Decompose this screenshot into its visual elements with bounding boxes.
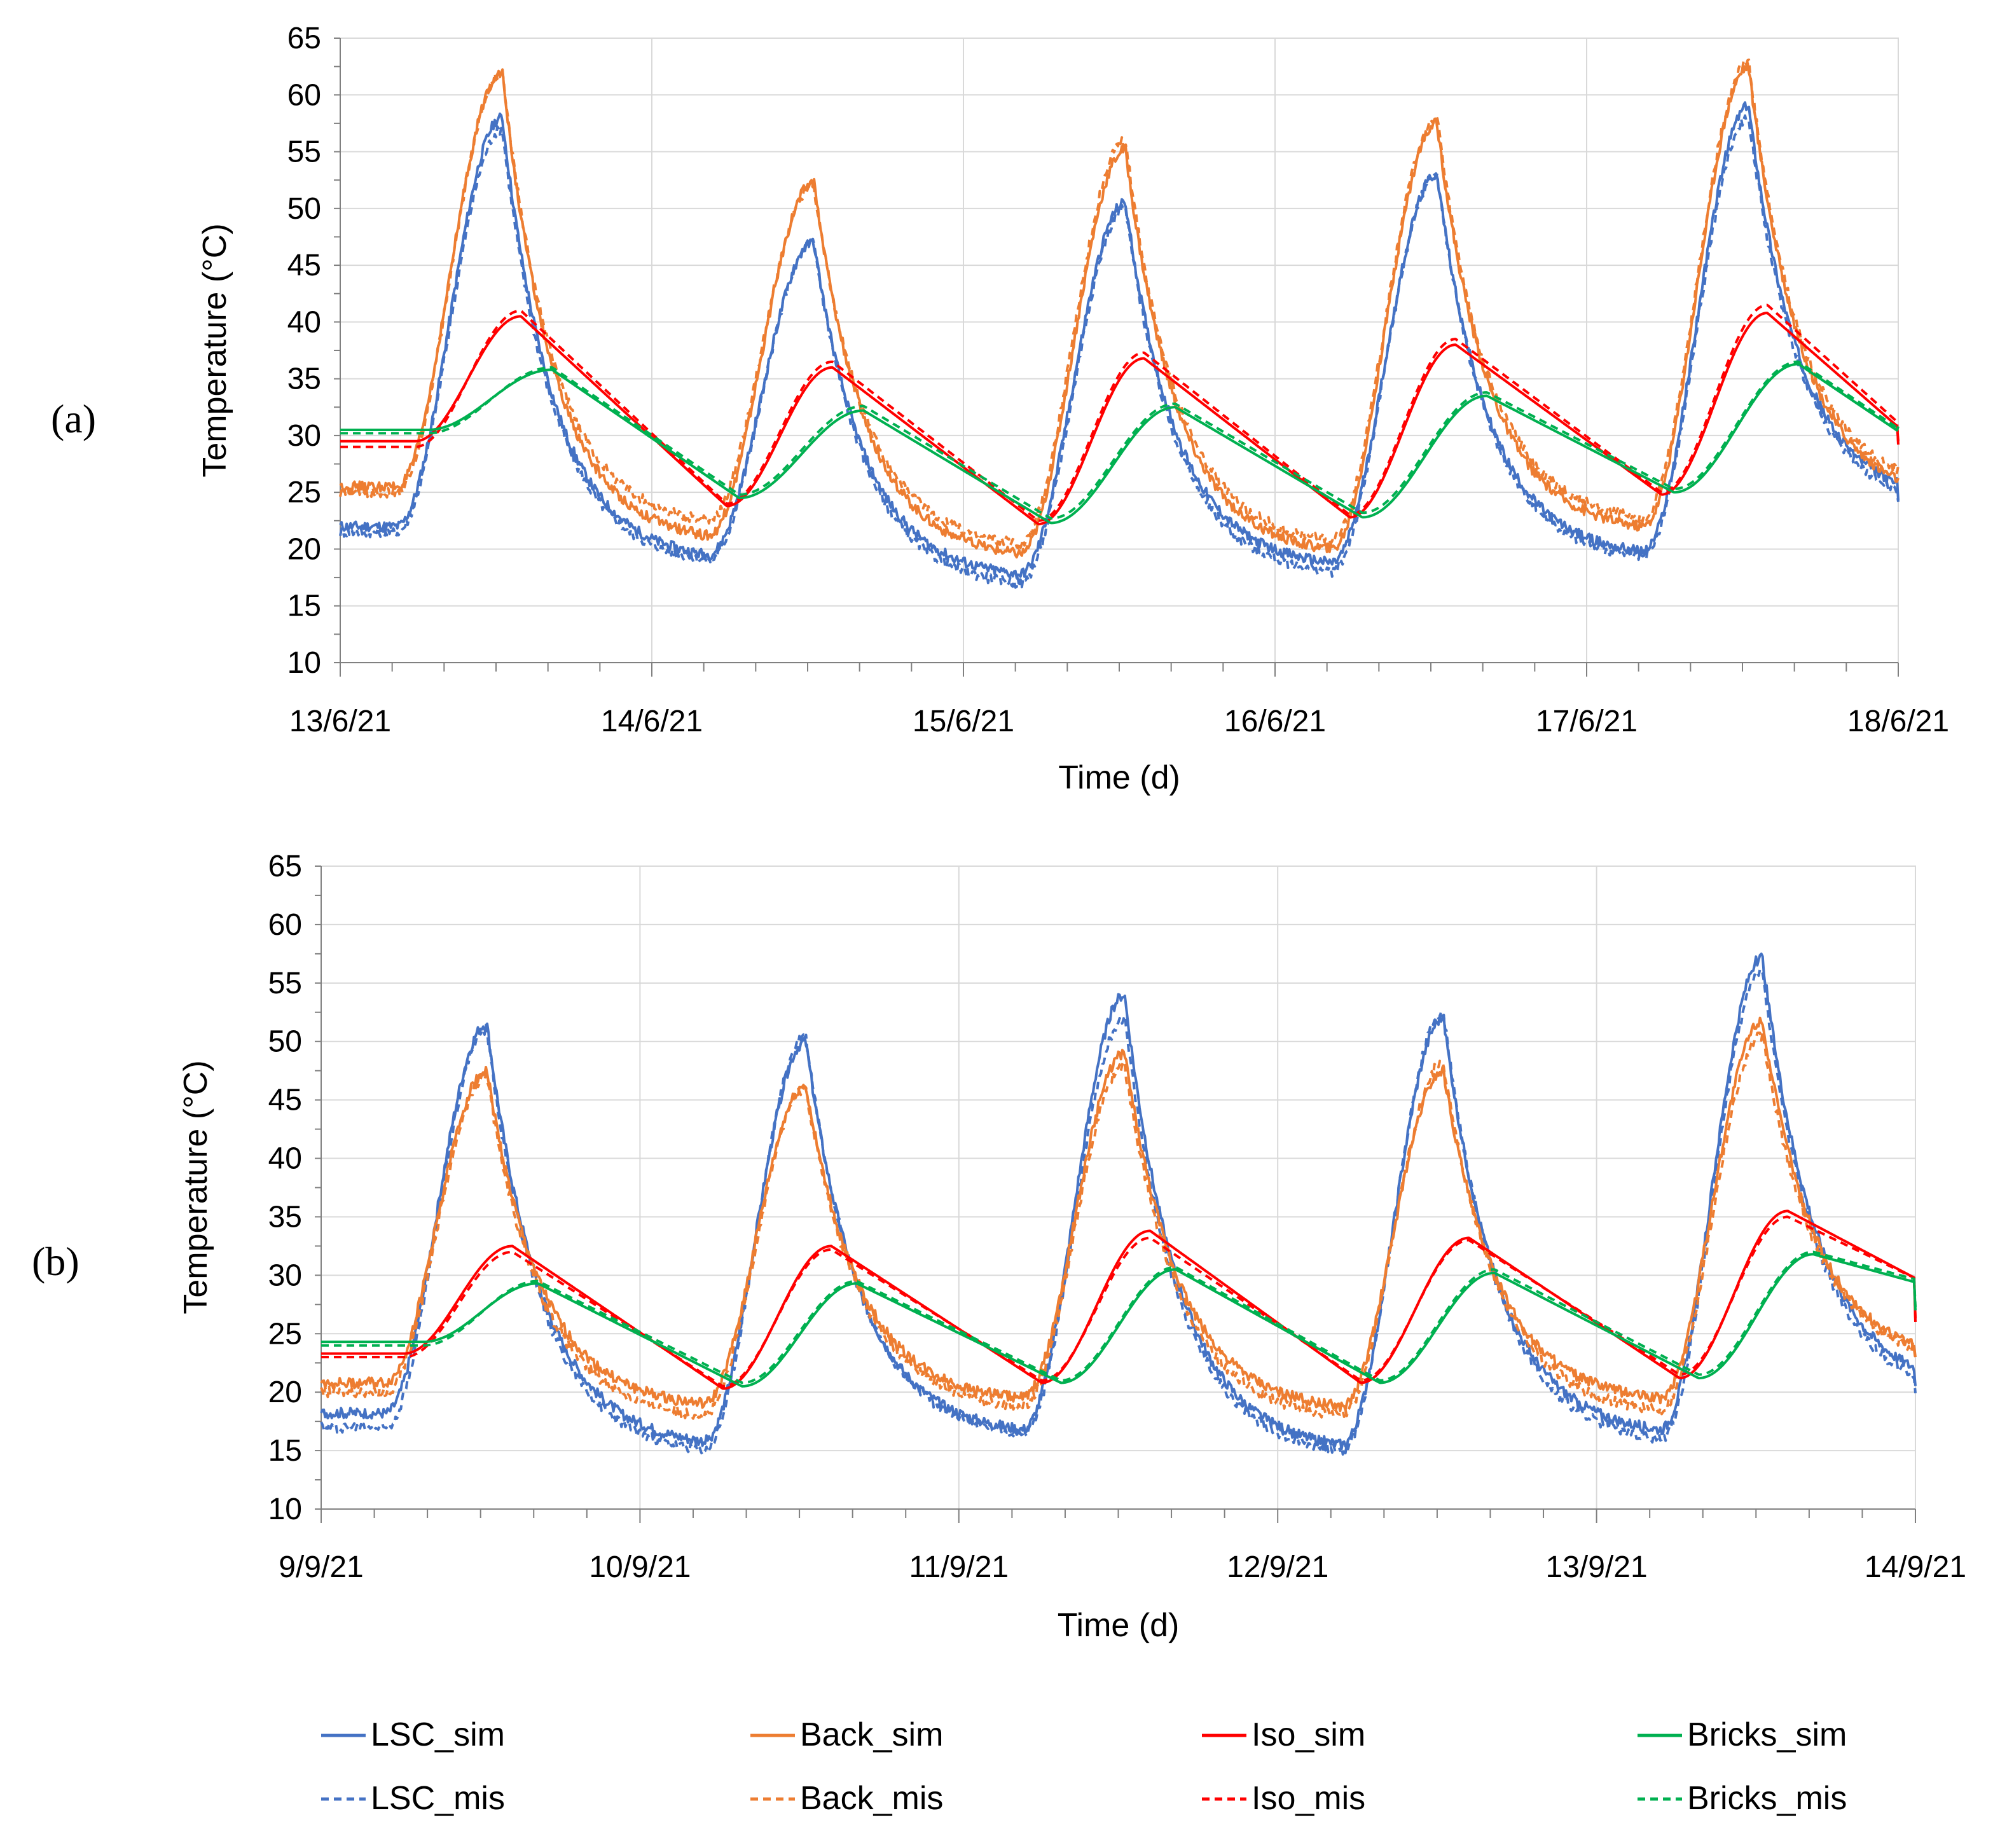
y-tick-label: 15 [287,590,321,623]
chart-panel-a: 10 15 20 25 30 35 40 45 50 55 60 65 13/6/21 14/6/21 15… [51,22,1949,796]
legend-item-back-mis: Back_mis [750,1780,943,1817]
legend-item-lsc-sim: LSC_sim [321,1716,505,1753]
y-tick-label: 25 [287,476,321,509]
legend-item-back-sim: Back_sim [750,1716,943,1753]
x-tick-label: 13/9/21 [1546,1550,1648,1584]
series-line-bricks-mis [340,360,1900,520]
y-tick-label: 30 [268,1258,302,1292]
x-tick-label: 9/9/21 [279,1550,363,1584]
y-axis-label: Temperature (°C) [197,223,233,477]
x-tick-label: 15/6/21 [913,705,1014,738]
y-tick-label: 20 [268,1376,302,1409]
legend-label: Back_mis [800,1780,943,1817]
y-tick-label: 35 [268,1200,302,1234]
y-tick-label: 15 [268,1434,302,1468]
y-tick-label: 10 [268,1493,302,1526]
legend-item-iso-mis: Iso_mis [1202,1780,1365,1817]
legend-label: LSC_mis [371,1780,505,1817]
series-line-iso-sim [321,1210,1917,1390]
series-line-iso-sim [340,312,1900,526]
x-tick-label: 11/9/21 [909,1550,1009,1584]
legend-label: Bricks_sim [1687,1716,1847,1753]
y-tick-label: 60 [268,908,302,942]
panel-label: (a) [51,396,96,441]
x-axis-label: Time (d) [1058,1607,1180,1644]
legend-label: Bricks_mis [1687,1780,1847,1817]
series-line-lsc-mis [339,114,1900,589]
series-line-bricks-mis [321,1250,1917,1384]
y-tick-label: 35 [287,362,321,396]
y-tick-label: 45 [268,1084,302,1117]
y-tick-label: 65 [268,850,302,883]
legend-label: Iso_sim [1252,1716,1365,1753]
series-line-lsc-sim [320,952,1917,1451]
chart-panel-b: 10 15 20 25 30 35 40 45 50 55 60 65 9/9/21 10/9/21 11/… [32,850,1966,1644]
series-line-back-mis [320,1031,1917,1421]
legend-label: Iso_mis [1252,1780,1365,1817]
x-tick-label: 14/9/21 [1865,1550,1966,1584]
y-tick-label: 60 [287,78,321,112]
legend-item-bricks-sim: Bricks_sim [1638,1716,1847,1753]
series-line-back-sim [320,1016,1917,1412]
y-tick-label: 55 [287,135,321,169]
series-line-back-sim [339,62,1900,559]
legend-item-iso-sim: Iso_sim [1202,1716,1365,1753]
legend: LSC_sim Back_sim Iso_sim Bricks_sim LSC_mis B… [321,1716,1847,1817]
y-tick-label: 50 [287,192,321,226]
x-tick-label: 13/6/21 [289,705,391,738]
series-line-back-mis [339,59,1900,549]
y-axis-label: Temperature (°C) [177,1060,214,1314]
legend-item-bricks-mis: Bricks_mis [1638,1780,1847,1817]
x-tick-label: 17/6/21 [1536,705,1638,738]
series-line-lsc-sim [339,101,1900,579]
y-tick-label: 45 [287,249,321,282]
panel-label: (b) [32,1239,79,1284]
legend-item-lsc-mis: LSC_mis [321,1780,505,1817]
y-tick-label: 40 [287,305,321,339]
x-tick-label: 14/6/21 [601,705,703,738]
x-tick-label: 10/9/21 [589,1550,691,1584]
legend-label: Back_sim [800,1716,943,1753]
y-tick-label: 40 [268,1142,302,1176]
x-tick-label: 12/9/21 [1227,1550,1328,1584]
series-line-bricks-sim [340,362,1900,525]
y-tick-label: 50 [268,1025,302,1059]
x-tick-label: 18/6/21 [1847,705,1949,738]
series-line-iso-mis [321,1215,1917,1388]
y-tick-label: 20 [287,532,321,566]
y-tick-label: 55 [268,967,302,1000]
y-tick-label: 10 [287,646,321,680]
x-tick-label: 16/6/21 [1224,705,1326,738]
plot-area [340,38,1899,663]
series-line-lsc-mis [320,967,1917,1456]
y-tick-label: 30 [287,419,321,453]
x-axis-label: Time (d) [1058,759,1180,796]
legend-label: LSC_sim [371,1716,505,1753]
y-tick-label: 65 [287,22,321,55]
y-tick-label: 25 [268,1317,302,1351]
